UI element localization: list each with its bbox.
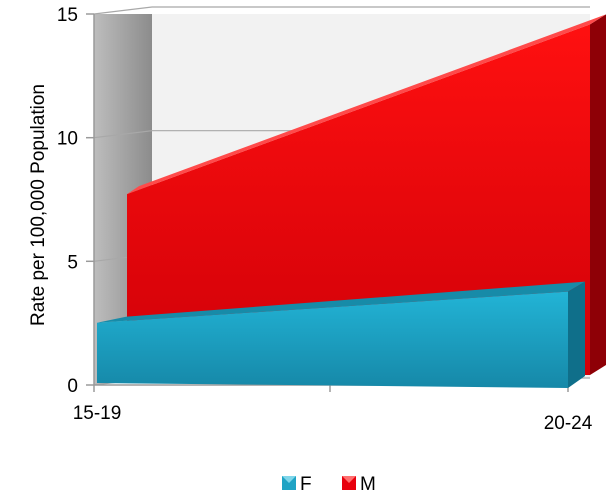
x-tick-label-1: 15-19 <box>73 403 122 424</box>
y-tick-label-15: 15 <box>57 5 78 26</box>
x-tick-label-2: 20-24 <box>544 413 593 434</box>
area-m-front <box>127 24 590 376</box>
area-m-top <box>127 14 606 195</box>
series-m <box>127 14 606 376</box>
legend-label-f: F <box>300 474 312 495</box>
y-tick-label-10: 10 <box>57 129 78 150</box>
area-f-front <box>97 291 568 388</box>
legend-label-m: M <box>360 474 376 495</box>
legend-item-f: F <box>282 474 312 495</box>
y-tick-labels: 0 5 10 15 <box>57 5 78 397</box>
area-f-top <box>97 281 585 323</box>
area-m-side <box>590 14 606 376</box>
series-f <box>97 281 585 388</box>
y-tick-label-0: 0 <box>67 376 78 397</box>
y-tick-label-5: 5 <box>67 252 78 273</box>
legend-item-m: M <box>342 474 376 495</box>
legend: F M <box>282 474 376 495</box>
area-f-side <box>568 281 585 388</box>
y-axis-title: Rate per 100,000 Population <box>28 84 49 326</box>
gridline-15 <box>93 6 590 15</box>
